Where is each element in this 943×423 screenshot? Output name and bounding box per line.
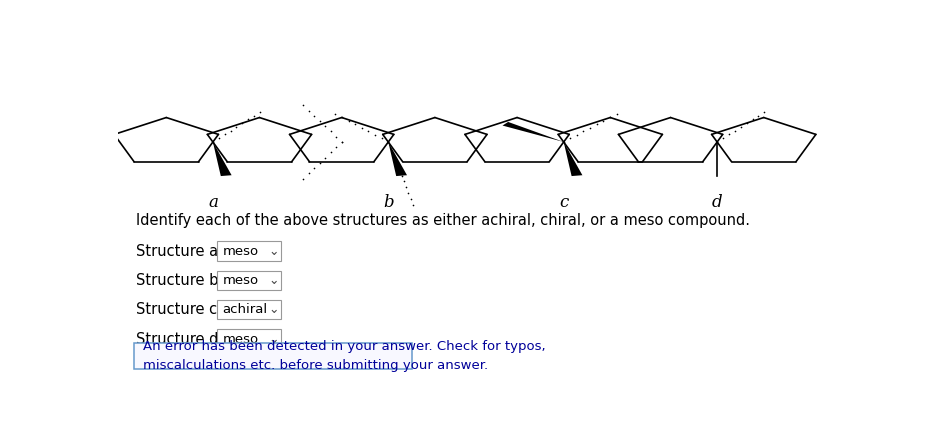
- Text: ⌄: ⌄: [269, 303, 279, 316]
- Text: ⌄: ⌄: [269, 274, 279, 287]
- Text: d: d: [712, 194, 722, 211]
- FancyBboxPatch shape: [217, 271, 281, 290]
- Text: c: c: [559, 194, 569, 211]
- Text: b: b: [383, 194, 393, 211]
- Text: ⌄: ⌄: [269, 332, 279, 346]
- Polygon shape: [389, 142, 407, 176]
- Text: meso: meso: [223, 244, 258, 258]
- Text: meso: meso: [223, 274, 258, 287]
- FancyBboxPatch shape: [217, 300, 281, 319]
- Text: meso: meso: [223, 332, 258, 346]
- FancyBboxPatch shape: [217, 241, 281, 261]
- Polygon shape: [503, 122, 564, 142]
- FancyBboxPatch shape: [134, 343, 412, 369]
- Text: An error has been detected in your answer. Check for typos,
miscalculations etc.: An error has been detected in your answe…: [143, 341, 546, 372]
- Polygon shape: [213, 142, 232, 176]
- Text: a: a: [208, 194, 218, 211]
- Text: Structure c:: Structure c:: [136, 302, 223, 317]
- Text: achiral: achiral: [223, 303, 268, 316]
- Text: Structure d:: Structure d:: [136, 332, 223, 346]
- Text: ⌄: ⌄: [269, 244, 279, 258]
- FancyBboxPatch shape: [217, 329, 281, 349]
- Text: Identify each of the above structures as either achiral, chiral, or a meso compo: Identify each of the above structures as…: [136, 213, 750, 228]
- Polygon shape: [564, 142, 583, 176]
- Text: Structure b:: Structure b:: [136, 273, 223, 288]
- Text: Structure a:: Structure a:: [136, 244, 223, 258]
